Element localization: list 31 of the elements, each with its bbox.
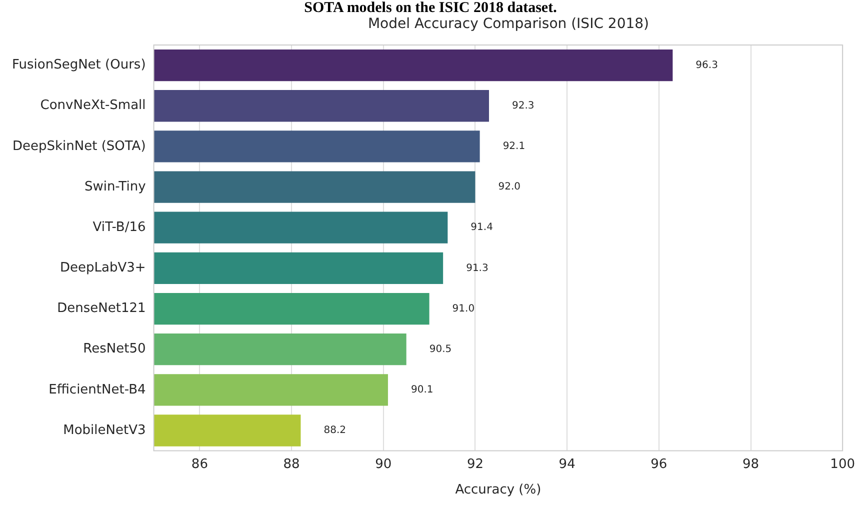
- x-tick-label: 100: [830, 456, 856, 472]
- y-tick-label: FusionSegNet (Ours): [12, 58, 146, 73]
- data-label: 91.4: [470, 222, 493, 234]
- data-label: 91.3: [466, 262, 488, 274]
- x-tick-label: 98: [742, 456, 760, 472]
- y-tick-label: Swin-Tiny: [84, 179, 146, 194]
- data-label: 90.5: [429, 344, 452, 355]
- y-tick-label: EfficientNet-B4: [48, 382, 146, 398]
- x-axis-title: Accuracy (%): [455, 482, 542, 498]
- x-tick-label: 94: [558, 456, 576, 472]
- y-tick-label: DeepLabV3+: [60, 260, 146, 276]
- data-label: 92.3: [512, 100, 534, 112]
- x-tick-label: 90: [375, 456, 392, 472]
- data-label: 90.1: [410, 384, 434, 396]
- data-label: 92.0: [498, 182, 520, 193]
- data-label: 92.1: [502, 141, 526, 152]
- y-tick-label: ConvNeXt-Small: [40, 98, 146, 114]
- y-tick-label: MobileNetV3: [63, 422, 146, 438]
- data-label: 96.3: [696, 60, 718, 71]
- data-label: 91.0: [452, 303, 475, 314]
- y-tick-label: DeepSkinNet (SOTA): [12, 138, 146, 154]
- text: SOTA models on the ISIC 2018 dataset.: [303, 0, 558, 17]
- y-tick-label: ResNet50: [83, 342, 146, 357]
- chart-title: Model Accuracy Comparison (ISIC 2018): [366, 16, 650, 32]
- x-tick-label: 86: [191, 456, 208, 472]
- x-tick-label: 88: [283, 456, 300, 472]
- x-tick-label: 92: [466, 456, 484, 472]
- data-label: 88.2: [324, 425, 346, 436]
- y-tick-label: ViT-B/16: [92, 220, 146, 235]
- x-tick-label: 96: [650, 456, 668, 472]
- y-tick-label: DenseNet121: [57, 301, 146, 316]
